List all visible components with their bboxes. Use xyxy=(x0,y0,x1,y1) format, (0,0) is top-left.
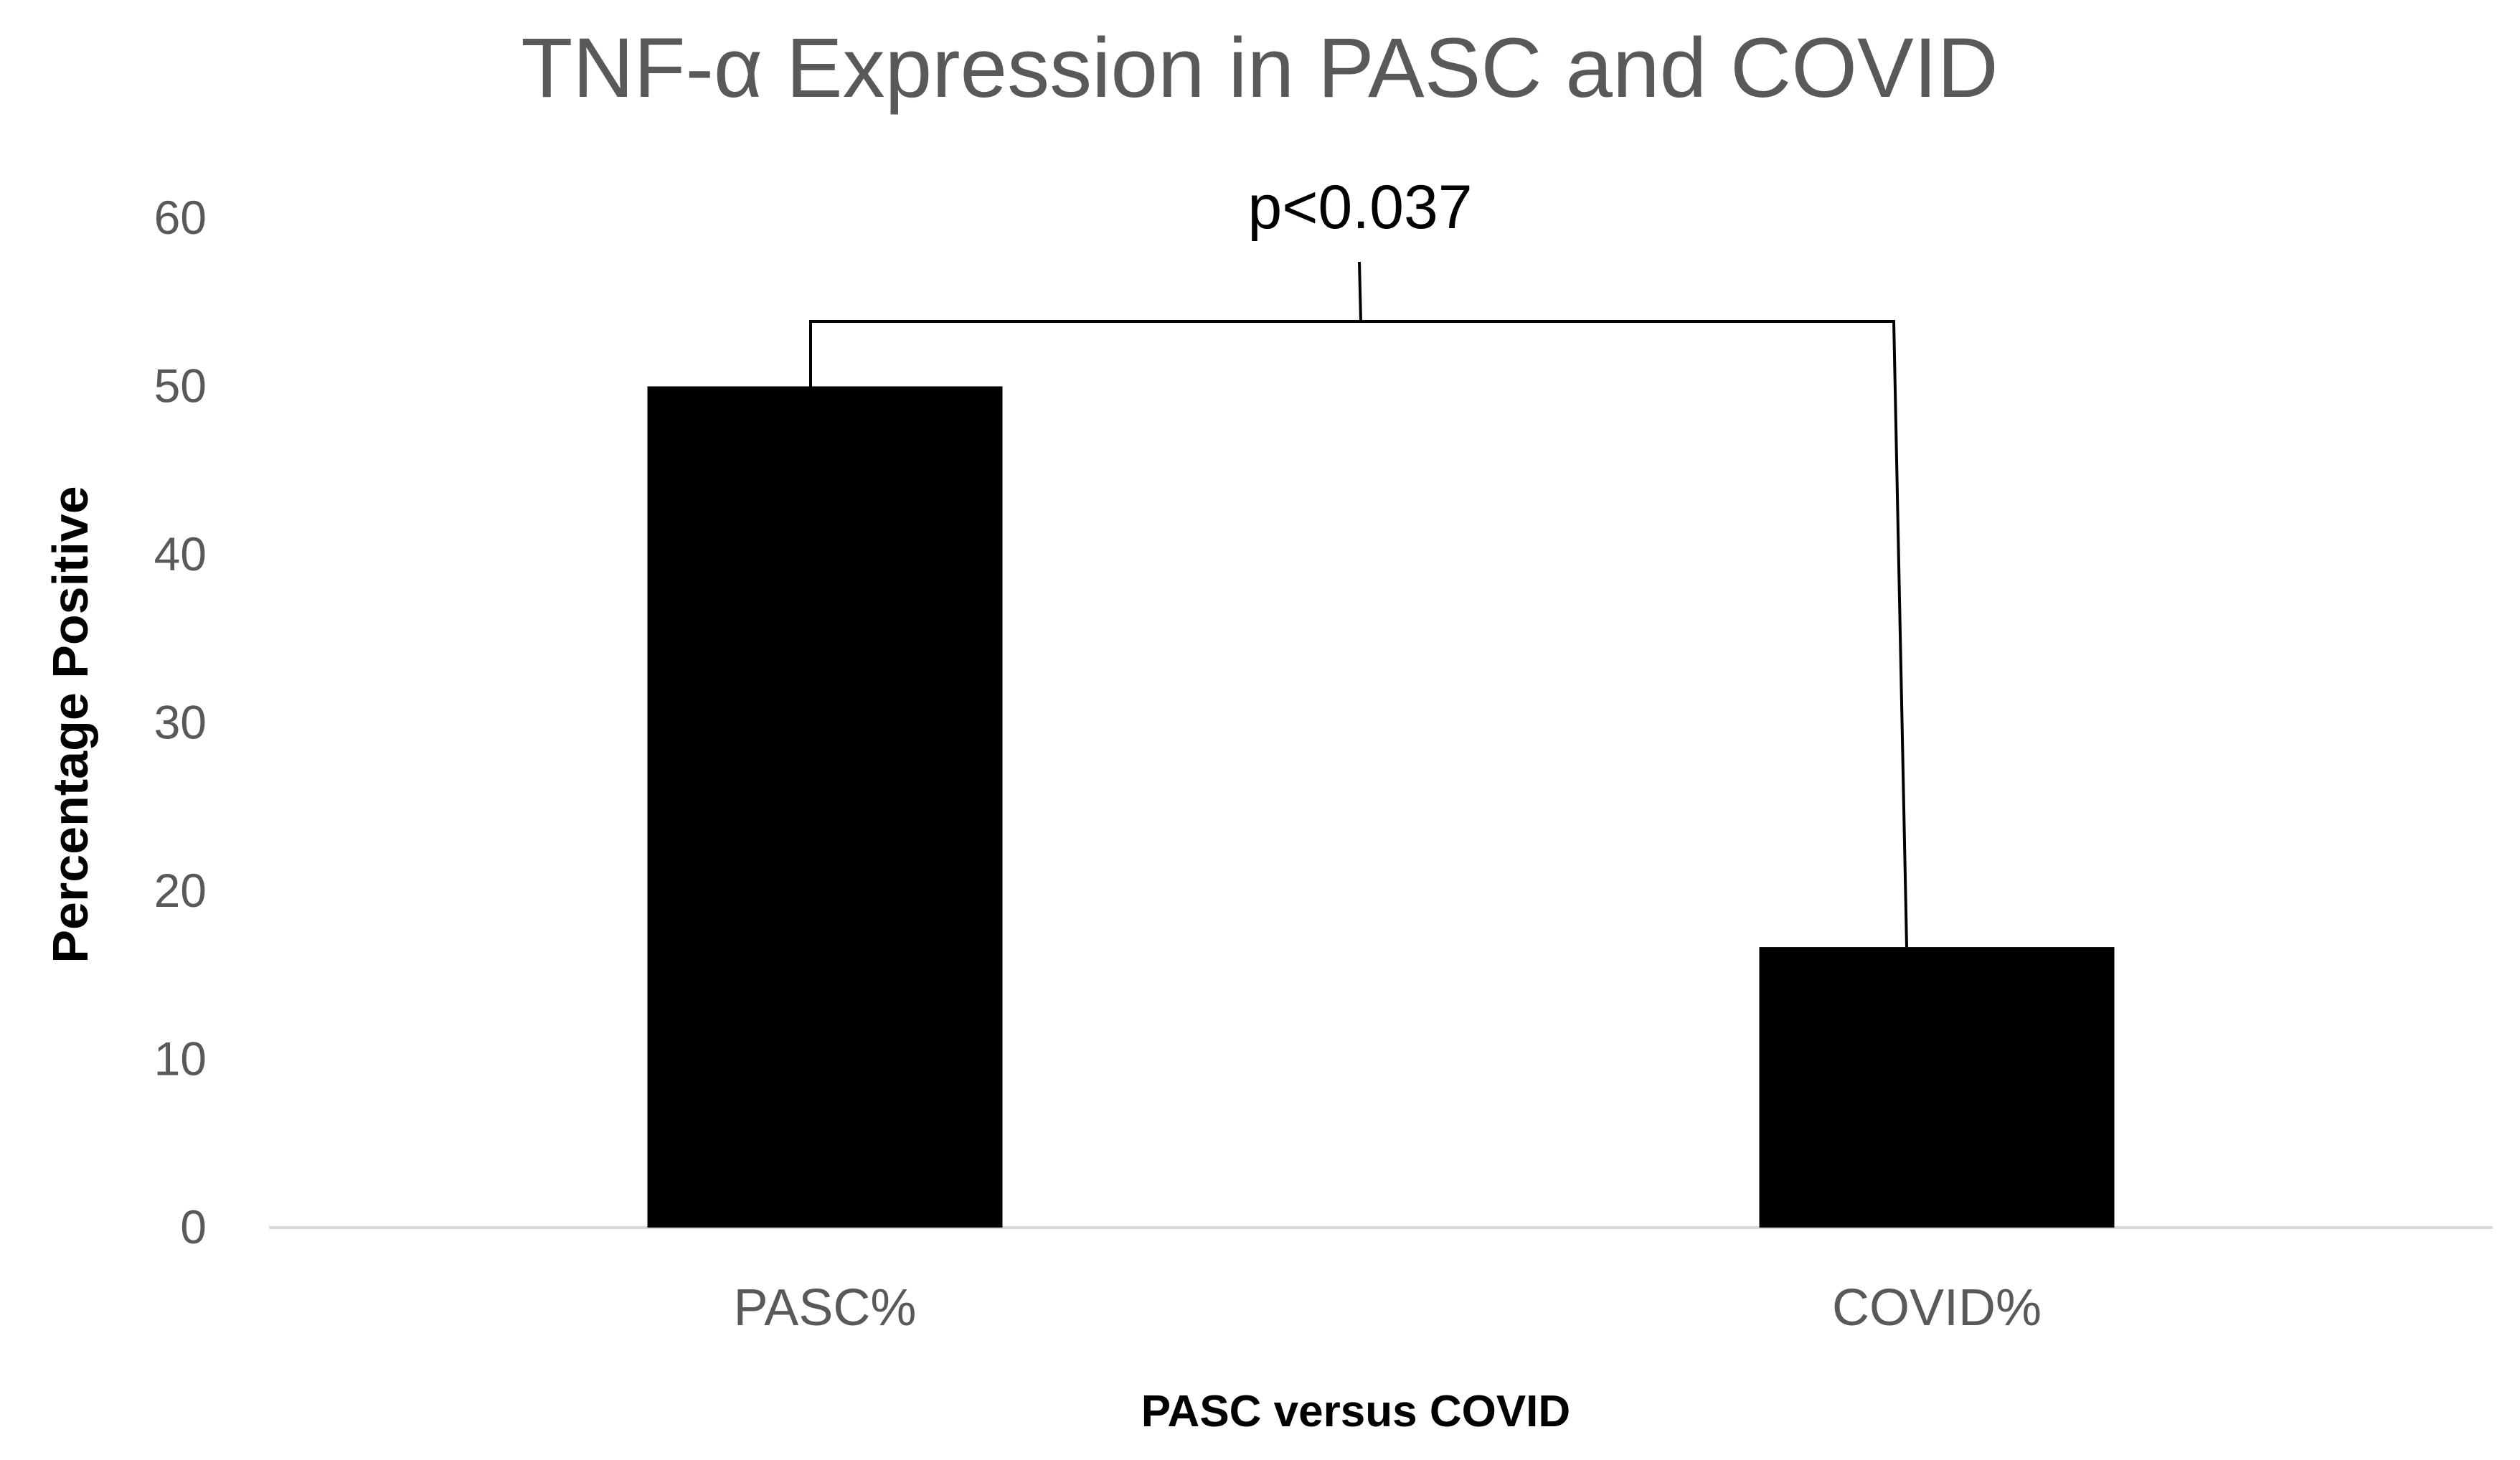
significance-bracket: p<0.037 xyxy=(809,173,1908,948)
y-tick-label: 0 xyxy=(180,1200,207,1253)
chart-title: TNF-α Expression in PASC and COVID xyxy=(521,21,1998,116)
significance-bracket-line xyxy=(809,320,1908,948)
bars xyxy=(647,386,2115,1228)
x-tick-label: COVID% xyxy=(1832,1279,2042,1337)
x-tick-label: PASC% xyxy=(734,1279,917,1337)
y-axis-tick-labels: 0 10 20 30 40 50 60 xyxy=(154,191,207,1253)
y-axis-title: Percentage Positive xyxy=(42,486,98,963)
y-tick-label: 50 xyxy=(154,359,207,413)
y-tick-label: 40 xyxy=(154,527,207,580)
y-tick-label: 30 xyxy=(154,696,207,749)
y-tick-label: 20 xyxy=(154,864,207,917)
x-axis-tick-labels: PASC% COVID% xyxy=(734,1279,2042,1337)
bar-pasc xyxy=(647,386,1003,1228)
bar-covid xyxy=(1759,947,2115,1228)
x-axis-title: PASC versus COVID xyxy=(1141,1387,1570,1436)
p-value-label: p<0.037 xyxy=(1247,173,1472,242)
significance-tick xyxy=(1358,261,1362,322)
y-tick-label: 10 xyxy=(154,1032,207,1085)
y-tick-label: 60 xyxy=(154,191,207,244)
